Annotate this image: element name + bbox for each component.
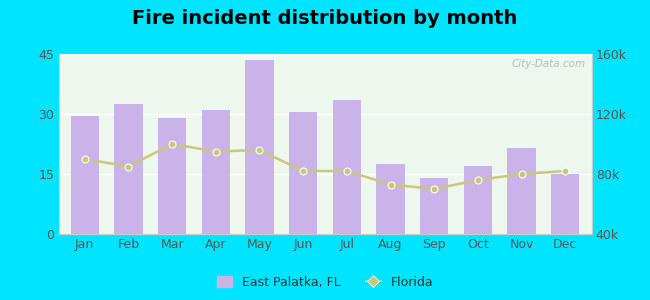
Bar (245, 60, 274, 234)
Text: Fire incident distribution by month: Fire incident distribution by month (133, 9, 517, 28)
Legend: East Palatka, FL, Florida: East Palatka, FL, Florida (212, 271, 438, 294)
Bar (420, 178, 448, 234)
Bar (70, 116, 99, 234)
Bar (158, 118, 187, 234)
Bar (289, 112, 317, 234)
Bar (508, 148, 536, 234)
Bar (551, 174, 580, 234)
Text: City-Data.com: City-Data.com (512, 59, 586, 69)
Bar (114, 104, 142, 234)
Bar (202, 110, 230, 234)
Bar (376, 164, 405, 234)
Bar (463, 166, 492, 234)
Bar (333, 100, 361, 234)
